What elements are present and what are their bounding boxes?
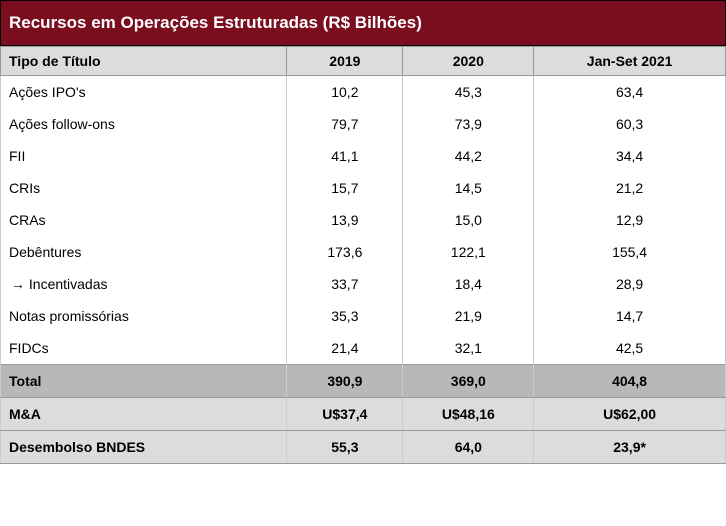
total-value: 404,8 (534, 365, 726, 398)
col-header-2019: 2019 (287, 47, 403, 76)
footer-label: M&A (1, 398, 287, 431)
row-value: 21,9 (403, 300, 534, 332)
footer-value: 64,0 (403, 431, 534, 464)
row-label: Debêntures (1, 236, 287, 268)
row-label: FII (1, 140, 287, 172)
row-value: 14,7 (534, 300, 726, 332)
row-value: 10,2 (287, 76, 403, 109)
total-row: Total390,9369,0404,8 (1, 365, 726, 398)
row-value: 12,9 (534, 204, 726, 236)
total-value: 390,9 (287, 365, 403, 398)
footer-label: Desembolso BNDES (1, 431, 287, 464)
table-row: Ações follow-ons79,773,960,3 (1, 108, 726, 140)
row-value: 18,4 (403, 268, 534, 300)
row-value: 173,6 (287, 236, 403, 268)
row-label: Ações IPO's (1, 76, 287, 109)
row-value: 32,1 (403, 332, 534, 365)
table-row: FIDCs21,432,142,5 (1, 332, 726, 365)
row-value: 44,2 (403, 140, 534, 172)
row-value: 33,7 (287, 268, 403, 300)
row-value: 21,4 (287, 332, 403, 365)
structured-resources-table: Recursos em Operações Estruturadas (R$ B… (0, 0, 726, 464)
row-label: Notas promissórias (1, 300, 287, 332)
row-value: 42,5 (534, 332, 726, 365)
table-row: → Incentivadas33,718,428,9 (1, 268, 726, 300)
row-label: CRAs (1, 204, 287, 236)
col-header-2021: Jan-Set 2021 (534, 47, 726, 76)
row-value: 45,3 (403, 76, 534, 109)
row-label: Ações follow-ons (1, 108, 287, 140)
row-label: FIDCs (1, 332, 287, 365)
footer-row: Desembolso BNDES55,364,023,9* (1, 431, 726, 464)
footer-value: 55,3 (287, 431, 403, 464)
footer-value: U$48,16 (403, 398, 534, 431)
row-value: 13,9 (287, 204, 403, 236)
col-header-2020: 2020 (403, 47, 534, 76)
footer-value: U$62,00 (534, 398, 726, 431)
footer-value: 23,9* (534, 431, 726, 464)
column-header-row: Tipo de Título 2019 2020 Jan-Set 2021 (1, 47, 726, 76)
row-value: 63,4 (534, 76, 726, 109)
row-value: 15,7 (287, 172, 403, 204)
table-row: FII41,144,234,4 (1, 140, 726, 172)
row-value: 155,4 (534, 236, 726, 268)
row-value: 60,3 (534, 108, 726, 140)
table-row: CRIs15,714,521,2 (1, 172, 726, 204)
footer-value: U$37,4 (287, 398, 403, 431)
row-value: 14,5 (403, 172, 534, 204)
row-value: 73,9 (403, 108, 534, 140)
col-header-tipo: Tipo de Título (1, 47, 287, 76)
row-value: 79,7 (287, 108, 403, 140)
row-value: 15,0 (403, 204, 534, 236)
row-value: 122,1 (403, 236, 534, 268)
row-label: CRIs (1, 172, 287, 204)
row-value: 41,1 (287, 140, 403, 172)
table-row: Debêntures173,6122,1155,4 (1, 236, 726, 268)
data-table: Tipo de Título 2019 2020 Jan-Set 2021 Aç… (0, 46, 726, 464)
row-value: 34,4 (534, 140, 726, 172)
total-value: 369,0 (403, 365, 534, 398)
total-label: Total (1, 365, 287, 398)
row-label: → Incentivadas (1, 268, 287, 300)
table-row: CRAs13,915,012,9 (1, 204, 726, 236)
table-row: Ações IPO's10,245,363,4 (1, 76, 726, 109)
footer-row: M&AU$37,4U$48,16U$62,00 (1, 398, 726, 431)
row-value: 28,9 (534, 268, 726, 300)
row-value: 21,2 (534, 172, 726, 204)
table-row: Notas promissórias35,321,914,7 (1, 300, 726, 332)
table-title: Recursos em Operações Estruturadas (R$ B… (0, 0, 726, 46)
row-value: 35,3 (287, 300, 403, 332)
